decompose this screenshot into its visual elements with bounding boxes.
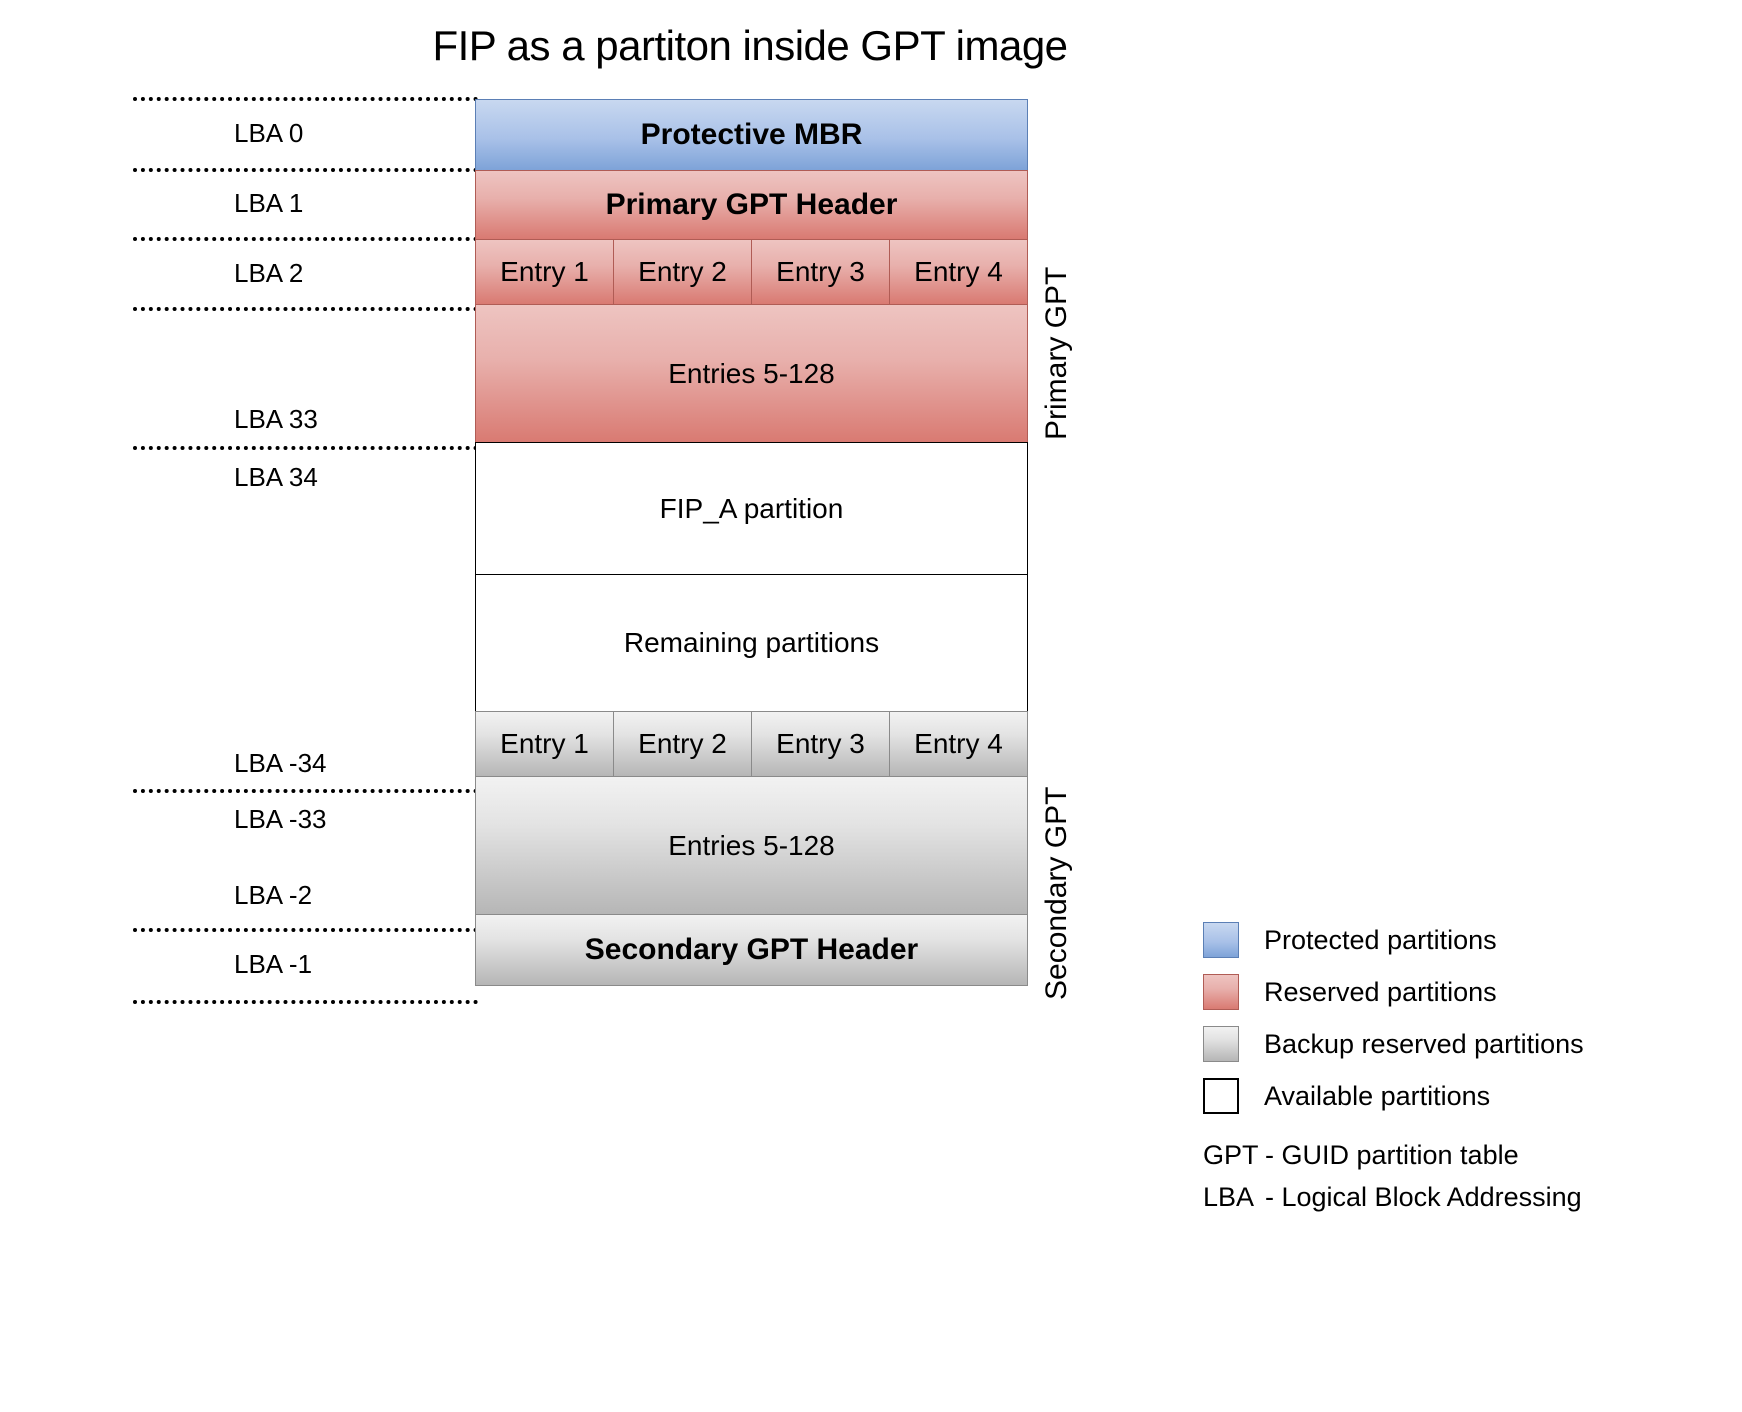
leader-line-2: [133, 237, 478, 241]
legend-item-available: Available partitions: [1203, 1070, 1623, 1122]
primary-entry-3[interactable]: Entry 3: [751, 239, 890, 305]
leader-line-4: [133, 446, 478, 450]
legend-swatch-available-icon: [1203, 1078, 1239, 1114]
leader-line-5: [133, 789, 478, 793]
primary-entry-4[interactable]: Entry 4: [889, 239, 1028, 305]
lba-label-2: LBA 2: [234, 258, 304, 288]
block-label: Remaining partitions: [623, 627, 880, 658]
leader-line-6: [133, 928, 478, 932]
lba-label-5: LBA -34: [234, 748, 327, 778]
abbreviation-list: GPT - GUID partition table LBA - Logical…: [1203, 1140, 1663, 1224]
side-label-0: Primary GPT: [1040, 266, 1073, 440]
lba-label-7: LBA -2: [234, 880, 313, 910]
lba-label-4: LBA 34: [234, 462, 318, 492]
legend: Protected partitions Reserved partitions…: [1203, 914, 1623, 1122]
block-fip-a-partition[interactable]: FIP_A partition: [475, 442, 1028, 575]
block-label: Entries 5-128: [668, 829, 835, 861]
secondary-entry-row: Entry 1 Entry 2 Entry 3 Entry 4: [475, 711, 1028, 777]
entry-label: Entry 2: [638, 256, 727, 287]
block-secondary-entries-5-128[interactable]: Entries 5-128: [475, 776, 1028, 915]
entry-label: Entry 1: [500, 256, 589, 287]
page-title: FIP as a partiton inside GPT image: [432, 22, 1068, 69]
block-label: Protective MBR: [640, 118, 863, 151]
abbreviation-key: GPT: [1203, 1140, 1259, 1170]
lba-label-6: LBA -33: [234, 804, 327, 834]
lba-label-3: LBA 33: [234, 404, 318, 434]
legend-label: Backup reserved partitions: [1264, 1028, 1584, 1059]
secondary-entry-4[interactable]: Entry 4: [889, 711, 1028, 777]
block-primary-gpt-header[interactable]: Primary GPT Header: [475, 170, 1028, 240]
abbreviation-value: - GUID partition table: [1265, 1140, 1519, 1170]
lba-label-8: LBA -1: [234, 949, 313, 979]
abbreviation-value: - Logical Block Addressing: [1265, 1182, 1582, 1212]
secondary-entry-3[interactable]: Entry 3: [751, 711, 890, 777]
primary-entry-2[interactable]: Entry 2: [613, 239, 752, 305]
block-label: Entries 5-128: [668, 357, 835, 389]
block-label: Primary GPT Header: [605, 188, 898, 221]
block-remaining-partitions[interactable]: Remaining partitions: [475, 574, 1028, 712]
leader-line-1: [133, 168, 478, 172]
abbreviation-lba: LBA - Logical Block Addressing: [1203, 1182, 1663, 1224]
lba-label-0: LBA 0: [234, 118, 304, 148]
legend-label: Protected partitions: [1264, 924, 1497, 955]
primary-entry-row: Entry 1 Entry 2 Entry 3 Entry 4: [475, 239, 1028, 305]
entry-label: Entry 3: [776, 728, 865, 759]
legend-swatch-protected-icon: [1203, 922, 1239, 958]
legend-label: Reserved partitions: [1264, 976, 1497, 1007]
secondary-entry-2[interactable]: Entry 2: [613, 711, 752, 777]
leader-line-0: [133, 97, 478, 101]
abbreviation-gpt: GPT - GUID partition table: [1203, 1140, 1663, 1182]
legend-item-backup-reserved: Backup reserved partitions: [1203, 1018, 1623, 1070]
entry-label: Entry 1: [500, 728, 589, 759]
leader-line-7: [133, 1000, 478, 1004]
legend-swatch-backup-reserved-icon: [1203, 1026, 1239, 1062]
leader-line-3: [133, 307, 478, 311]
legend-label: Available partitions: [1264, 1080, 1491, 1111]
block-protective-mbr[interactable]: Protective MBR: [475, 99, 1028, 171]
legend-item-protected: Protected partitions: [1203, 914, 1623, 966]
lba-label-1: LBA 1: [234, 188, 304, 218]
legend-swatch-reserved-icon: [1203, 974, 1239, 1010]
block-primary-entries-5-128[interactable]: Entries 5-128: [475, 304, 1028, 443]
block-label: Secondary GPT Header: [584, 933, 919, 966]
entry-label: Entry 3: [776, 256, 865, 287]
entry-label: Entry 2: [638, 728, 727, 759]
entry-label: Entry 4: [914, 728, 1003, 759]
gpt-layout-column: Protective MBR Primary GPT Header Entry …: [475, 99, 1028, 986]
side-label-1: Secondary GPT: [1040, 786, 1073, 1000]
primary-entry-1[interactable]: Entry 1: [475, 239, 614, 305]
block-label: FIP_A partition: [659, 492, 844, 524]
entry-label: Entry 4: [914, 256, 1003, 287]
abbreviation-key: LBA: [1203, 1182, 1255, 1212]
block-secondary-gpt-header[interactable]: Secondary GPT Header: [475, 914, 1028, 986]
legend-item-reserved: Reserved partitions: [1203, 966, 1623, 1018]
secondary-entry-1[interactable]: Entry 1: [475, 711, 614, 777]
